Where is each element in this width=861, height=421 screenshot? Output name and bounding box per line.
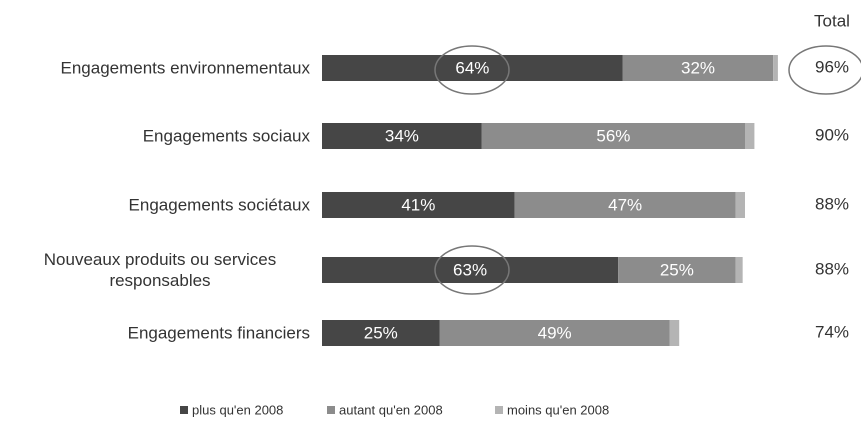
bar-segment	[669, 320, 680, 346]
data-label: 25%	[364, 323, 398, 342]
bar-segment	[322, 320, 440, 346]
category-label: Engagements environnementaux	[0, 58, 311, 79]
bar-segment	[514, 192, 736, 218]
bar-segment	[735, 192, 745, 218]
category-text: Engagements environnementaux	[60, 58, 311, 78]
total-label: 88%	[815, 259, 849, 278]
data-label: 47%	[608, 195, 642, 214]
category-label: Engagements sociaux	[0, 126, 310, 147]
bar-segment	[773, 55, 778, 81]
data-label: 34%	[385, 126, 419, 145]
bar-segment	[322, 123, 482, 149]
category-label: Engagements financiers	[0, 323, 310, 344]
legend-label: plus qu'en 2008	[192, 402, 283, 417]
highlight-circle	[788, 45, 861, 95]
bar-segment	[745, 123, 755, 149]
data-label: 63%	[453, 260, 487, 279]
bar-segment	[622, 55, 774, 81]
category-text: Engagements sociétaux	[128, 195, 310, 215]
highlight-circle	[434, 245, 510, 295]
category-label: Nouveaux produits ou services responsabl…	[0, 249, 310, 291]
category-text: Engagements financiers	[127, 323, 310, 343]
legend-label: autant qu'en 2008	[339, 402, 443, 417]
legend-swatch	[327, 406, 335, 414]
total-label: 74%	[815, 322, 849, 341]
bar-segment	[322, 192, 515, 218]
data-label: 56%	[596, 126, 630, 145]
bar-segment	[322, 257, 619, 283]
category-label: Engagements sociétaux	[0, 195, 310, 216]
bar-segment	[618, 257, 736, 283]
bar-segment	[322, 55, 623, 81]
bar-segment	[735, 257, 743, 283]
bar-segment	[439, 320, 670, 346]
bar-segment	[481, 123, 745, 149]
total-label: 90%	[815, 125, 849, 144]
data-label: 32%	[681, 58, 715, 77]
legend-swatch	[180, 406, 188, 414]
legend-swatch	[495, 406, 503, 414]
total-header: Total	[814, 11, 850, 30]
data-label: 49%	[538, 323, 572, 342]
category-text: Engagements sociaux	[142, 126, 310, 146]
data-label: 64%	[455, 58, 489, 77]
data-label: 41%	[401, 195, 435, 214]
legend-label: moins qu'en 2008	[507, 402, 609, 417]
highlight-circle	[434, 45, 510, 95]
category-text: Nouveaux produits ou services responsabl…	[43, 250, 277, 290]
total-label: 96%	[815, 57, 849, 76]
data-label: 25%	[660, 260, 694, 279]
total-label: 88%	[815, 194, 849, 213]
